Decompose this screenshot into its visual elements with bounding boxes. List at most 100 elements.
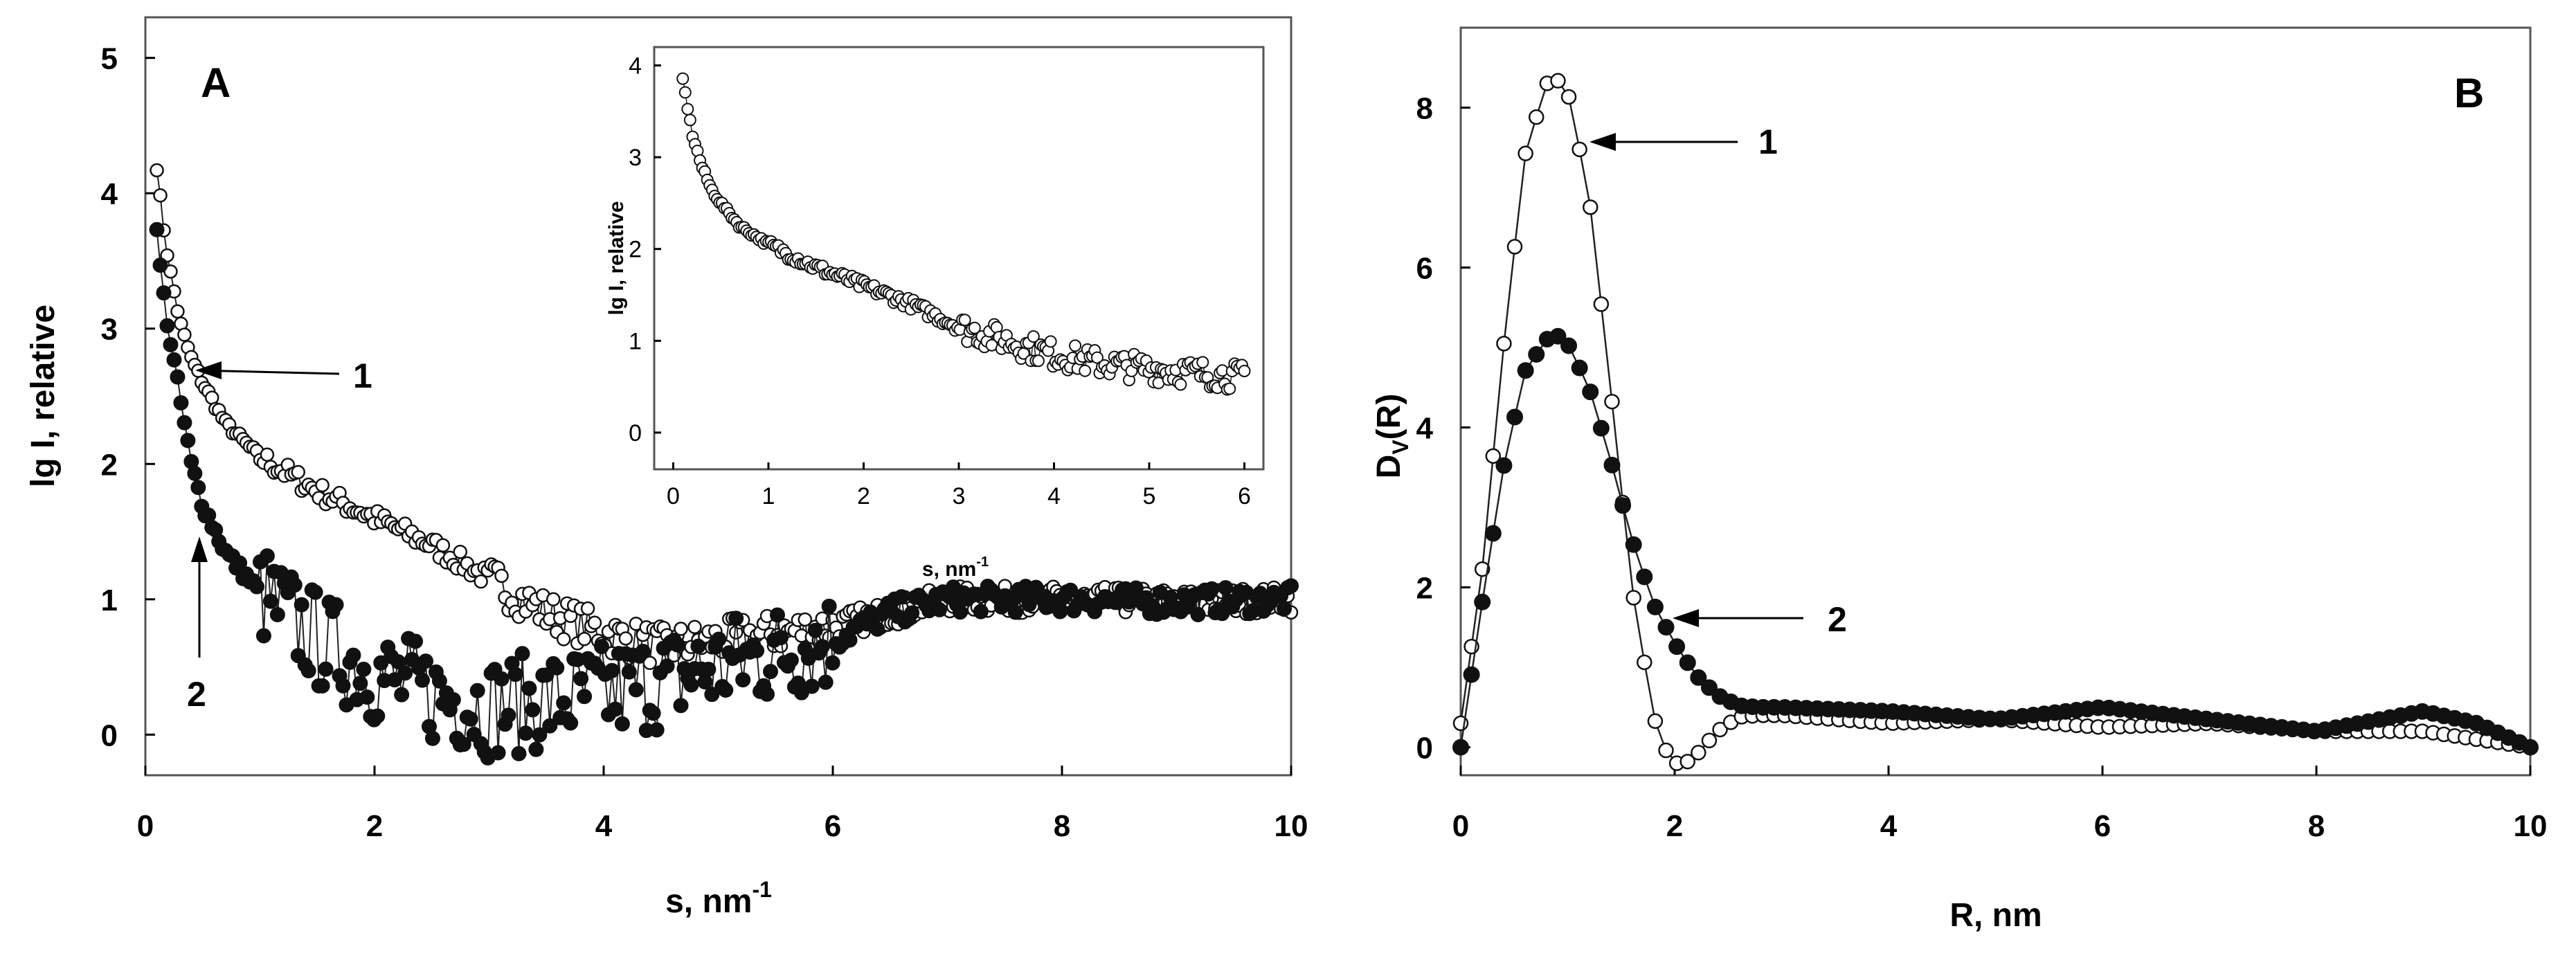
panel-a-series-1-point (618, 631, 633, 646)
panel-a-series-2-point (514, 646, 530, 662)
svg-text:2: 2 (1828, 600, 1847, 639)
panel-a-series-2-point (431, 673, 447, 689)
panel-a-y-tick-label-3: 3 (101, 313, 118, 347)
panel-a-series-2-point (952, 604, 968, 620)
panel-a-series-2-point (424, 730, 440, 746)
panel-a-inset-series-point (1174, 378, 1187, 391)
panel-a-series-2-point (501, 707, 516, 723)
panel-a-x-axis-label: s, nm-1 (665, 877, 772, 920)
panel-a-series-2-point (177, 415, 192, 431)
panel-a-series-2-point (408, 633, 424, 649)
panel-a-series-2-point (1007, 604, 1023, 620)
panel-a-annotation-1: 1 (195, 356, 372, 395)
panel-a-inset-x-tick-label-5: 5 (1143, 483, 1156, 509)
panel-a-inset-series-point (968, 321, 981, 334)
panel-a-series-1-point (798, 612, 813, 627)
panel-a-y-tick-label-0: 0 (101, 718, 118, 752)
panel-b-series-2-point (1657, 619, 1675, 636)
panel-b-y-tick-label-2: 4 (1416, 412, 1434, 446)
panel-a-inset-series-point (681, 102, 694, 116)
panel-a-series-2-point (573, 671, 589, 687)
panel-a-series-2-point (818, 674, 834, 690)
panel-b-series-2-point (1571, 359, 1588, 377)
panel-a-series-2-point (549, 660, 565, 676)
panel-a-series-2-point (704, 687, 720, 703)
panel-b-plot-frame (1459, 26, 2532, 777)
panel-a-series-2-point (356, 661, 372, 677)
panel-a-series-2-point (170, 369, 186, 385)
panel-a-series-2-point (507, 667, 523, 683)
panel-a-series-2-point (511, 745, 527, 761)
panel-a-series-2-point (166, 352, 182, 368)
panel-a-inset-frame (653, 46, 1265, 471)
panel-b-x-tick-label-3: 6 (2094, 809, 2111, 843)
panel-a-series-2-point (345, 647, 361, 663)
panel-b-x-tick-label-2: 4 (1880, 809, 1898, 843)
panel-a-series-2-point (607, 701, 623, 717)
panel-b-series-2-point (1517, 362, 1534, 379)
panel-a-x-tick-label-3: 6 (825, 809, 841, 843)
panel-a-series-2-point (669, 637, 685, 653)
panel-b-series-2-point (1636, 568, 1653, 586)
panel-a-series-2-point (287, 577, 303, 593)
panel-a-series-2-point (769, 607, 785, 623)
panel-b-series-2-point (1614, 497, 1632, 514)
panel-a-inset-y-tick-label-4: 4 (629, 53, 642, 80)
panel-b-annotation-2: 2 (1673, 600, 1847, 639)
panel-b-series-2-point (1603, 456, 1621, 473)
panel-a-y-tick-label-4: 4 (101, 177, 118, 211)
panel-a-series-2-point (1284, 578, 1299, 594)
panel-a-series-2-point (763, 664, 779, 680)
panel-a-series-1-point (577, 631, 592, 647)
panel-a-series-2-point (614, 716, 630, 732)
panel-a-series-2-point (759, 686, 775, 702)
panel-b-x-axis-label: R, nm (1949, 897, 2042, 934)
panel-a-series-1-point (587, 615, 602, 630)
panel-b-series-2-line (1459, 335, 2531, 748)
panel-a-series-1-point (474, 574, 488, 589)
panel-a-series-1-point (315, 478, 330, 493)
panel-a-series-2-point (628, 682, 644, 698)
panel-a-inset-series-point (676, 72, 690, 85)
panel-a-series-2-point (735, 672, 751, 688)
panel-a-series-2-point (894, 589, 910, 605)
panel-a-x-tick-label-4: 8 (1054, 809, 1070, 843)
panel-b-series-1-point (1571, 141, 1587, 158)
panel-a-series-1-point (150, 163, 164, 178)
panel-b-series-1-point (1637, 654, 1652, 671)
panel-b-axes: 0 2 4 6 8 10 0 2 4 6 8 (1416, 92, 2548, 843)
panel-b-y-tick-label-0: 0 (1416, 732, 1433, 766)
panel-a-series-2-point (255, 628, 271, 644)
panel-a-series-2-point (1277, 601, 1292, 617)
panel-a-y-axis-label: lg I, relative (25, 305, 62, 487)
panel-a-series-1-point (177, 327, 192, 342)
panel-a-series-2-point (804, 678, 820, 694)
panel-b-x-tick-label-1: 2 (1666, 809, 1683, 843)
panel-a-series-2-point (532, 727, 548, 743)
svg-text:1: 1 (353, 356, 372, 395)
svg-text:2: 2 (187, 675, 206, 714)
panel-a-series-2-point (394, 687, 410, 703)
panel-a-inset-x-tick-label-3: 3 (953, 483, 966, 509)
panel-a-series-2-point (445, 692, 461, 707)
panel-b-series-1-point (1679, 753, 1695, 770)
panel-a-series-1-point (556, 632, 571, 647)
panel-a-inset-y-tick-label-3: 3 (629, 145, 642, 171)
panel-a-y-tick-label-5: 5 (101, 42, 118, 76)
panel-a-inset-series-point (1069, 339, 1082, 352)
panel-b-y-tick-label-1: 2 (1416, 572, 1433, 606)
panel-a-series-2-point (269, 607, 285, 623)
panel-a-series-2-point (539, 667, 555, 683)
panel-a-inset-x-tick-label-1: 1 (762, 483, 775, 509)
panel-b-series-1-point (1496, 336, 1512, 352)
panel-b-series-1-point (1506, 239, 1523, 255)
panel-b-series-2-point (1625, 536, 1642, 553)
panel-a-series-2-point (173, 395, 189, 410)
panel-a-series-2-point (563, 715, 579, 731)
panel-a-series-2-point (456, 736, 471, 752)
panel-a-inset-series-point (683, 114, 696, 127)
panel-b-series-1-point (1560, 89, 1577, 105)
panel-a-series-2-point (262, 593, 278, 609)
panel-a-inset-x-tick-label-6: 6 (1238, 483, 1251, 509)
